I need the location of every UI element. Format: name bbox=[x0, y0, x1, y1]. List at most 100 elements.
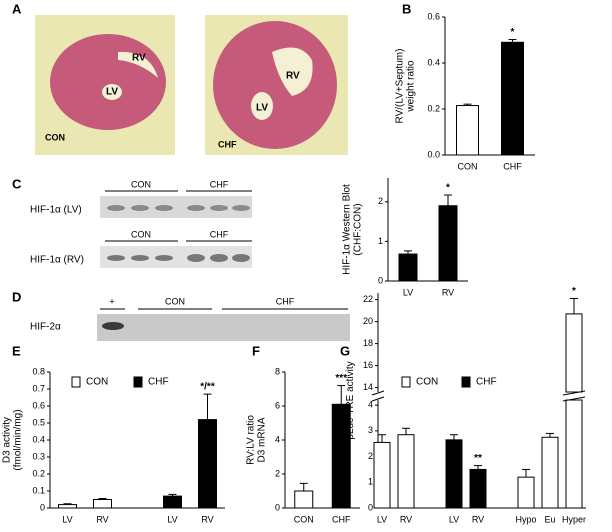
blot-lv: CON CHF HIF-1α (LV) bbox=[30, 179, 252, 218]
y-tick-label: 1 bbox=[378, 236, 383, 246]
significance: * bbox=[446, 183, 450, 194]
group-label: CON bbox=[131, 229, 151, 239]
image-label: CON bbox=[45, 132, 65, 142]
rv-cavity bbox=[272, 47, 313, 96]
band bbox=[155, 205, 173, 211]
bar bbox=[445, 439, 463, 509]
y-axis-label-line: RV/(LV+Septum) bbox=[394, 49, 405, 124]
band bbox=[131, 255, 149, 261]
x-tick-label: LV bbox=[62, 514, 72, 524]
y-axis-label-line: D3 activity bbox=[1, 417, 12, 463]
x-tick-label: Hyper bbox=[562, 514, 586, 524]
band bbox=[107, 205, 125, 211]
y-tick-label: 8 bbox=[275, 366, 280, 376]
legend-swatch bbox=[401, 376, 411, 388]
y-tick-label: 3 bbox=[368, 425, 373, 435]
band bbox=[232, 254, 250, 262]
panel-label: C bbox=[12, 176, 22, 191]
blot-strip bbox=[97, 314, 350, 341]
panel-label: D bbox=[12, 289, 21, 304]
band bbox=[187, 254, 205, 262]
bands bbox=[107, 205, 250, 211]
band bbox=[107, 255, 125, 261]
y-axis-label: RV/(LV+Septum)weight ratio bbox=[394, 49, 416, 124]
significance: * bbox=[572, 286, 576, 297]
y-tick-label: 0 bbox=[368, 502, 373, 512]
bar bbox=[517, 476, 535, 509]
bar bbox=[373, 441, 391, 509]
panel-label: A bbox=[12, 1, 22, 16]
y-tick-label: 0.7 bbox=[32, 383, 45, 393]
band bbox=[187, 205, 205, 211]
bar bbox=[456, 105, 479, 156]
y-tick-label: 4 bbox=[275, 434, 280, 444]
group-label: CHF bbox=[210, 179, 229, 189]
image-label: RV bbox=[286, 71, 300, 82]
bar bbox=[501, 41, 524, 156]
y-tick-label: 0.5 bbox=[32, 417, 45, 427]
legend-label: CHF bbox=[148, 377, 169, 388]
y-tick-label: 0.4 bbox=[32, 434, 45, 444]
y-tick-label: 0.3 bbox=[32, 451, 45, 461]
x-tick-label: LV bbox=[449, 514, 459, 524]
y-axis-label: HIF-1α Western Blot(CHF:CON) bbox=[341, 184, 363, 275]
y-tick-label: 0 bbox=[40, 502, 45, 512]
x-tick-label: RV bbox=[201, 514, 213, 524]
bar bbox=[541, 436, 559, 509]
legend-swatch bbox=[133, 376, 143, 388]
y-tick-label: 0.2 bbox=[32, 468, 45, 478]
x-tick-label: RV bbox=[96, 514, 108, 524]
y-tick-label: 2 bbox=[368, 451, 373, 461]
x-tick-label: LV bbox=[403, 287, 413, 297]
group-label: CON bbox=[165, 296, 185, 306]
y-tick-label: 0.6 bbox=[427, 11, 440, 21]
bar-break bbox=[562, 396, 586, 402]
lv-cavity bbox=[251, 92, 273, 120]
bands bbox=[107, 254, 250, 262]
y-axis-label-line: weight ratio bbox=[405, 60, 416, 113]
x-tick-label: RV bbox=[400, 514, 412, 524]
bar bbox=[438, 205, 458, 282]
band bbox=[210, 205, 228, 211]
bar-chart: F RV:LV ratioD3 mRNA 0 2 4 6 8 CON CHF *** bbox=[245, 343, 360, 524]
bar bbox=[565, 399, 583, 509]
group-label: CHF bbox=[276, 296, 295, 306]
blot-strip bbox=[100, 246, 252, 268]
tissue bbox=[213, 21, 337, 149]
y-tick-label: 4 bbox=[368, 400, 373, 410]
band bbox=[155, 255, 173, 261]
panel-label: G bbox=[340, 343, 350, 358]
image-label: LV bbox=[106, 87, 118, 98]
y-tick-label: 0.0 bbox=[427, 149, 440, 159]
image-label: LV bbox=[256, 103, 268, 114]
y-tick-label: 0.1 bbox=[32, 485, 45, 495]
x-tick-label: CHF bbox=[503, 161, 522, 171]
bar-break bbox=[562, 390, 586, 396]
y-tick-label: 18 bbox=[363, 338, 373, 348]
y-axis-label-line: RV:LV ratio bbox=[245, 415, 256, 465]
x-tick-label: CHF bbox=[332, 514, 351, 524]
axis-break bbox=[371, 396, 385, 402]
tissue bbox=[50, 34, 166, 130]
bar-chart: B RV/(LV+Septum)weight ratio 0.0 0.2 0.4 0.6 C… bbox=[394, 1, 535, 171]
bar bbox=[93, 499, 112, 509]
y-axis-label: pLuc-TRE activity bbox=[345, 361, 356, 439]
group-label: + bbox=[109, 296, 114, 306]
group-label: CON bbox=[131, 179, 151, 189]
y-tick-label: 0 bbox=[378, 275, 383, 285]
y-tick-label: 1 bbox=[368, 477, 373, 487]
y-axis-label-line: D3 mRNA bbox=[256, 417, 267, 462]
bar-chart: HIF-1α Western Blot(CHF:CON) 0 1 2 LV RV * bbox=[341, 178, 468, 297]
x-tick-label: LV bbox=[377, 514, 387, 524]
panel-label: B bbox=[402, 1, 411, 16]
bar bbox=[565, 313, 583, 393]
bar bbox=[469, 468, 487, 509]
bar bbox=[163, 495, 182, 509]
x-tick-label: LV bbox=[167, 514, 177, 524]
y-tick-label: 6 bbox=[275, 400, 280, 410]
band bbox=[102, 322, 124, 330]
blot-hif2: + CON CHF HIF-2α bbox=[30, 296, 350, 341]
y-tick-label: 0.2 bbox=[427, 103, 440, 113]
